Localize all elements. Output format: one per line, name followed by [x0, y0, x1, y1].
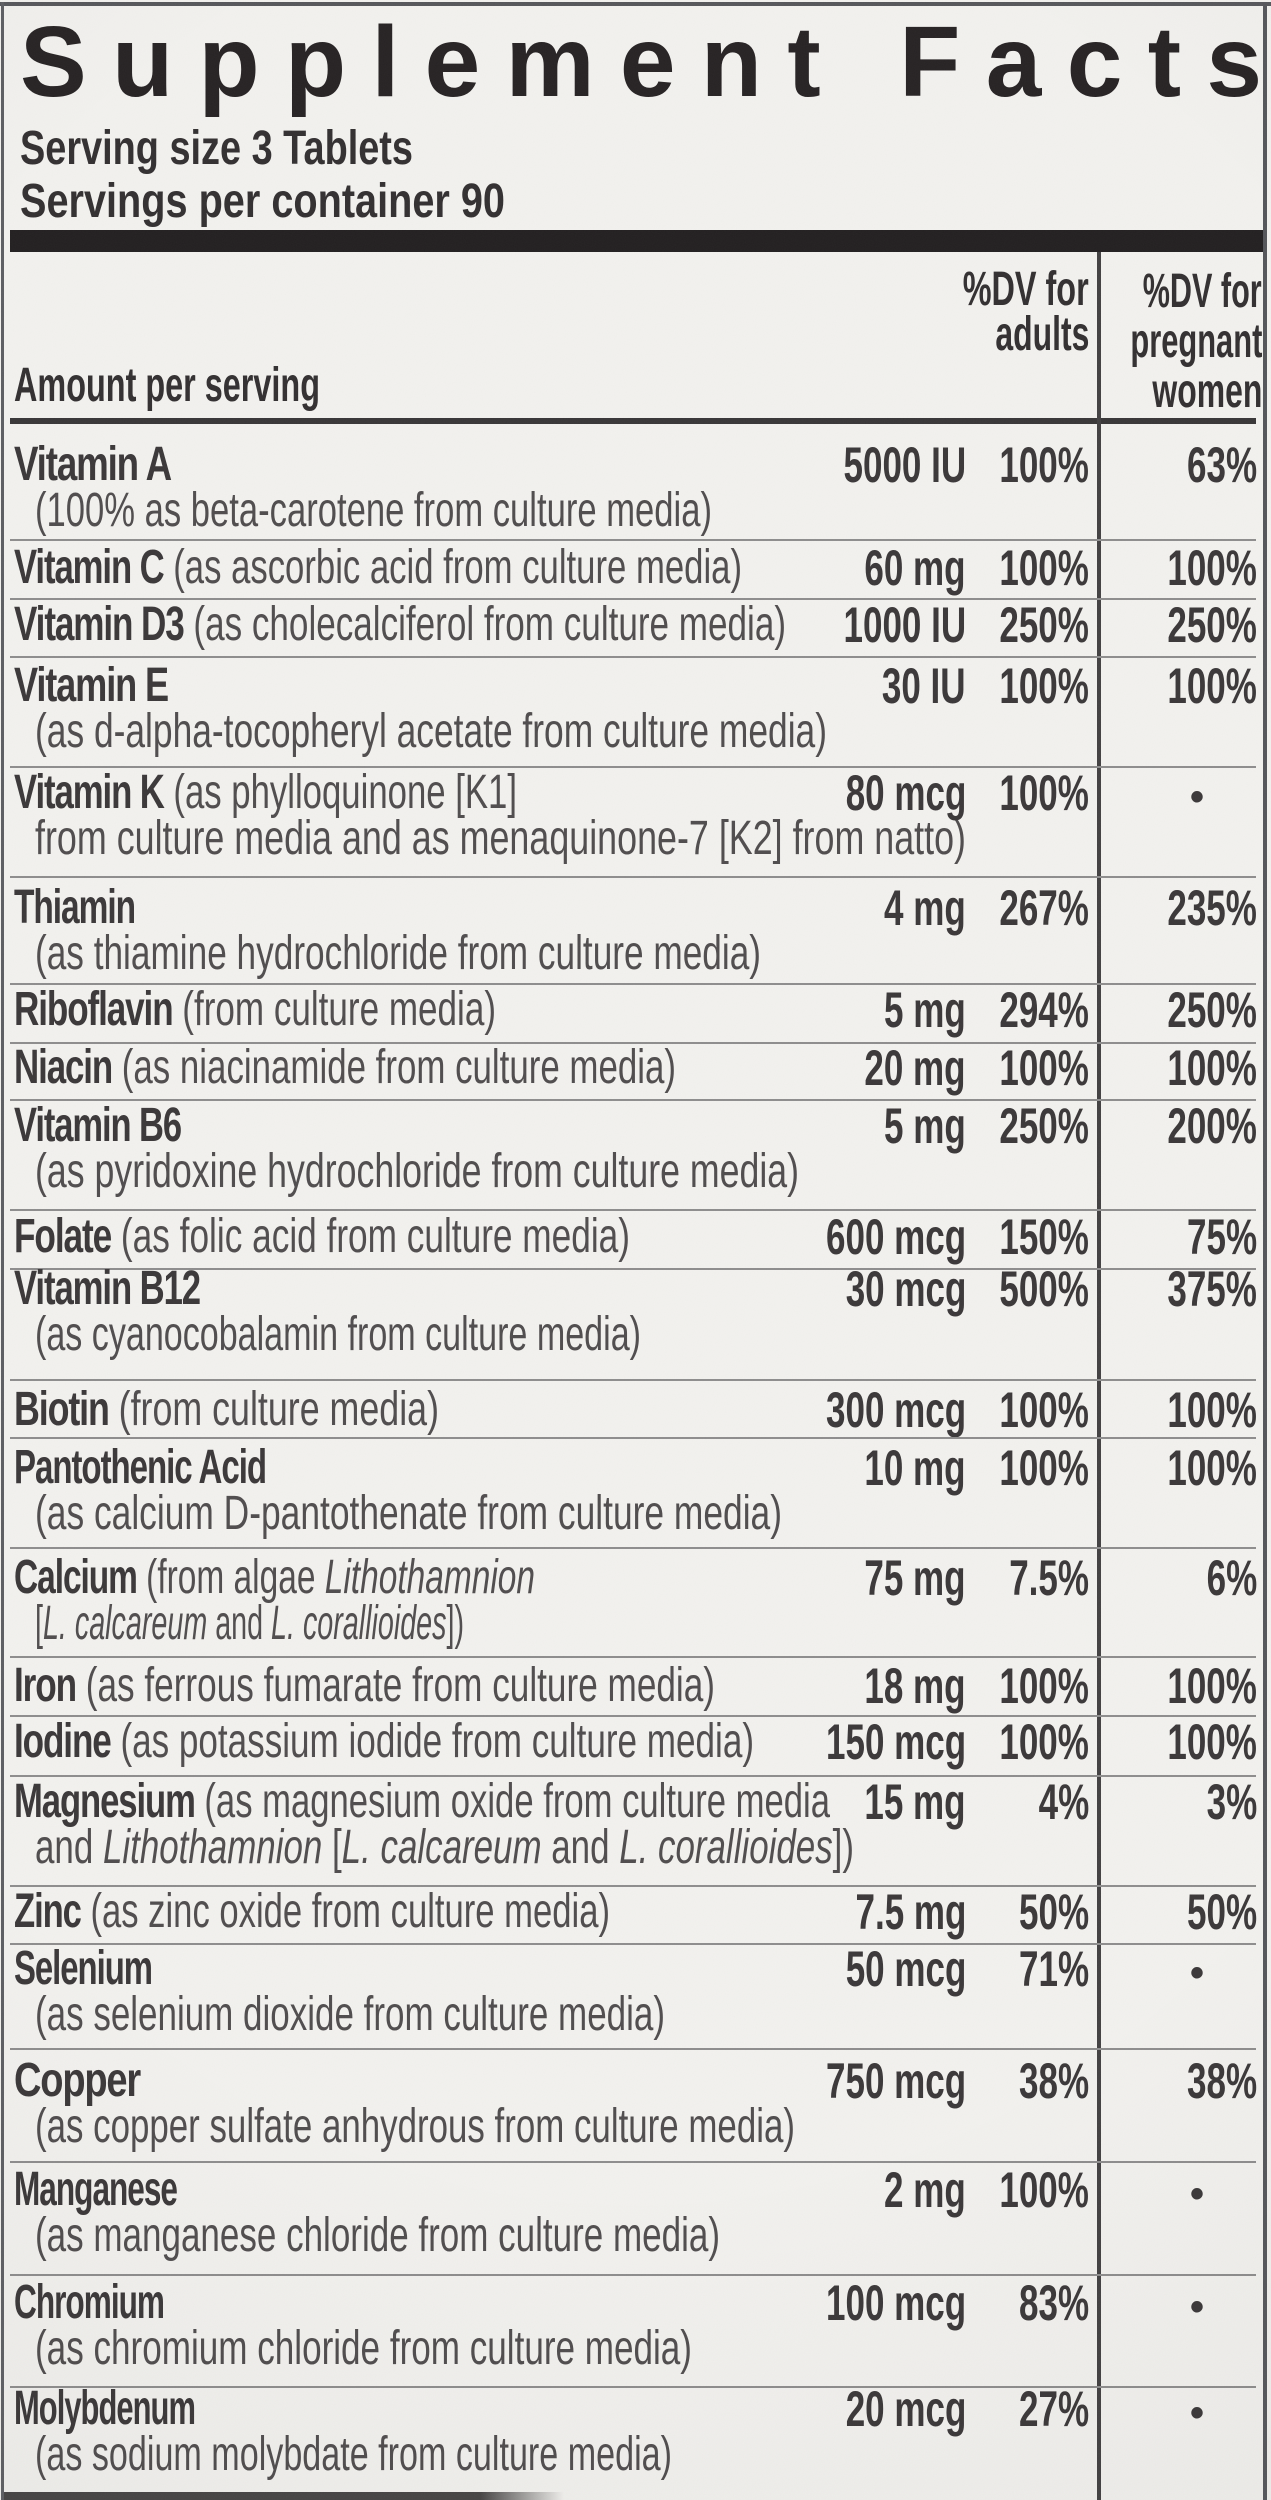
nutrient-row-manganese: Manganese (as manganese chloride from cul…: [0, 2161, 1271, 2274]
dv-pregnant-value: •: [1189, 1951, 1204, 1995]
nutrient-row-selenium: Selenium (as selenium dioxide from cultur…: [0, 1943, 1271, 2048]
dv-pregnant-value: 63%: [1186, 437, 1257, 493]
nutrient-note-text: L. corallioides: [271, 1597, 447, 1650]
dv-pregnant-value: •: [1189, 775, 1204, 819]
dv-pregnant-value: 100%: [1167, 1714, 1257, 1770]
dv-pregnant-value: 100%: [1167, 1440, 1257, 1496]
label-border-left: [1, 2, 4, 2500]
dv-pregnant-value: 38%: [1186, 2053, 1257, 2109]
dv-pregnant-value: •: [1189, 2172, 1204, 2216]
nutrient-note-text: (as d-alpha-tocopheryl acetate from cult…: [35, 705, 827, 758]
nutrient-row-molybdenum: Molybdenum (as sodium molybdate from cult…: [0, 2384, 1271, 2490]
column-header-amount: Amount per serving: [14, 359, 320, 412]
dv-pregnant-value: 100%: [1167, 1658, 1257, 1714]
dv-pregnant-value: 3%: [1206, 1774, 1257, 1830]
nutrient-row-niacin: Niacin (as niacinamide from culture medi…: [0, 1042, 1271, 1099]
dv-pregnant-value: 200%: [1167, 1098, 1257, 1154]
nutrient-row-biotin: Biotin (from culture media) 300 mcg 100% 10…: [0, 1379, 1271, 1437]
dv-pregnant-value: 100%: [1167, 1040, 1257, 1096]
nutrient-row-vitamin-b6: Vitamin B6 (as pyridoxine hydrochloride f…: [0, 1099, 1271, 1209]
nutrient-note-text: (as cyanocobalamin from culture media): [35, 1308, 641, 1361]
nutrient-row-vitamin-b12: Vitamin B12 (as cyanocobalamin from cultu…: [0, 1261, 1271, 1379]
nutrient-note-text: L. calcareum: [341, 1821, 542, 1874]
column-header-line: pregnant: [1130, 315, 1262, 368]
nutrient-note-text: and: [541, 1821, 620, 1874]
nutrient-row-vitamin-c: Vitamin C (as ascorbic acid from culture…: [0, 539, 1271, 598]
nutrient-note-text: (as pyridoxine hydrochloride from cultur…: [35, 1145, 799, 1198]
nutrient-note-text: (as thiamine hydrochloride from culture …: [35, 927, 761, 980]
dv-pregnant-value: 6%: [1206, 1550, 1257, 1606]
dv-pregnant-value: 50%: [1186, 1884, 1257, 1940]
column-header-line: %DV for: [1143, 265, 1262, 318]
dv-pregnant-value: •: [1189, 2391, 1204, 2435]
servings-per-container: Servings per container 90: [20, 175, 505, 228]
nutrient-row-chromium: Chromium (as chromium chloride from cultu…: [0, 2274, 1271, 2386]
dv-pregnant-value: 250%: [1167, 597, 1257, 653]
serving-size: Serving size 3 Tablets: [20, 122, 413, 175]
nutrient-note-text: and: [207, 1597, 272, 1650]
dv-pregnant-value: 75%: [1186, 1209, 1257, 1265]
header-separator: [10, 418, 1256, 424]
nutrient-row-iodine: Iodine (as potassium iodide from culture…: [0, 1715, 1271, 1775]
dv-pregnant-value: 250%: [1167, 982, 1257, 1038]
dv-pregnant-value: 375%: [1167, 1261, 1257, 1317]
nutrient-row-calcium: Calcium (from algae Lithothamnion [L. cal…: [0, 1547, 1271, 1656]
label-border-top: [0, 2, 1271, 6]
nutrient-note-text: and: [35, 1821, 103, 1874]
nutrient-row-vitamin-a: Vitamin A (100% as beta-carotene from cul…: [0, 425, 1271, 539]
bottom-bar: [4, 2492, 564, 2500]
page-title: Supplement Facts: [20, 6, 1271, 118]
nutrient-row-zinc: Zinc (as zinc oxide from culture media) 7…: [0, 1885, 1271, 1943]
nutrient-row-riboflavin: Riboflavin (from culture media) 5 mg 294% 2…: [0, 983, 1271, 1042]
nutrient-row-magnesium: Magnesium (as magnesium oxide from cultu…: [0, 1775, 1271, 1885]
nutrient-note-text: L. corallioides: [619, 1821, 833, 1874]
nutrient-note-text: [: [322, 1821, 342, 1874]
dv-pregnant-value: 100%: [1167, 658, 1257, 714]
label-border-right: [1263, 2, 1267, 2500]
nutrient-row-vitamin-e: Vitamin E (as d-alpha-tocopheryl acetate …: [0, 656, 1271, 766]
nutrient-row-pantothenic-acid: Pantothenic Acid (as calcium D-pantothena…: [0, 1437, 1271, 1547]
nutrient-note-text: [: [35, 1597, 43, 1650]
nutrient-row-vitamin-d3: Vitamin D3 (as cholecalciferol from cult…: [0, 598, 1271, 656]
nutrient-note-text: (as copper sulfate anhydrous from cultur…: [35, 2100, 795, 2153]
nutrient-row-folate: Folate (as folic acid from culture media…: [0, 1209, 1271, 1268]
serving-info: Serving size 3 Tablets Servings per cont…: [20, 122, 607, 228]
nutrient-note-text: ]): [832, 1821, 854, 1874]
nutrient-row-thiamin: Thiamin (as thiamine hydrochloride from c…: [0, 876, 1271, 983]
column-header-line: women: [1152, 365, 1262, 418]
dv-pregnant-value: 100%: [1167, 1382, 1257, 1438]
dv-pregnant-value: •: [1189, 2285, 1204, 2329]
nutrient-note-text: ]): [446, 1597, 464, 1650]
nutrient-note-text: L. calcareum: [42, 1597, 208, 1650]
dv-pregnant-value: 100%: [1167, 540, 1257, 596]
nutrient-row-vitamin-k: Vitamin K (as phylloquinone [K1] from cul…: [0, 766, 1271, 876]
nutrient-row-copper: Copper (as copper sulfate anhydrous from …: [0, 2048, 1271, 2161]
nutrient-note-text: (as calcium D-pantothenate from culture …: [35, 1487, 782, 1540]
nutrient-row-iron: Iron (as ferrous fumarate from culture m…: [0, 1656, 1271, 1715]
nutrient-table: Vitamin A (100% as beta-carotene from cul…: [0, 425, 1271, 2490]
dv-pregnant-value: 235%: [1167, 880, 1257, 936]
nutrient-note-text: (100% as beta-carotene from culture medi…: [35, 484, 712, 537]
header-bar: [10, 230, 1263, 252]
nutrient-note-text: Lithothamnion: [102, 1821, 323, 1874]
